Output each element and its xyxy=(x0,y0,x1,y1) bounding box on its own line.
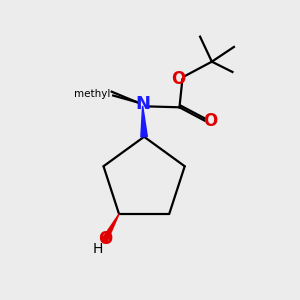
Polygon shape xyxy=(141,106,147,137)
Text: N: N xyxy=(135,95,150,113)
Text: O: O xyxy=(171,70,185,88)
Text: O: O xyxy=(202,112,217,130)
Text: methyl: methyl xyxy=(74,89,111,99)
Text: H: H xyxy=(92,242,103,256)
Polygon shape xyxy=(101,214,119,242)
Text: O: O xyxy=(98,230,113,248)
